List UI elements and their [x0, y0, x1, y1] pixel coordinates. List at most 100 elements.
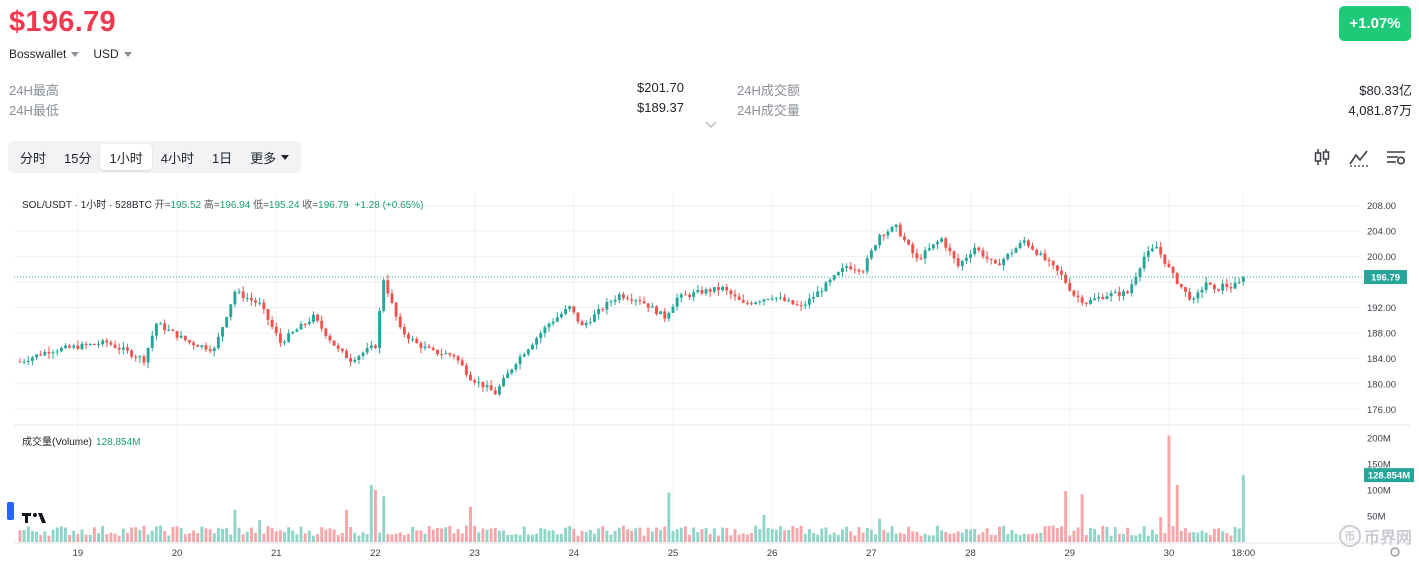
candlestick-icon[interactable]	[1311, 146, 1333, 168]
candle-body	[1084, 302, 1088, 304]
volume-bar	[853, 535, 857, 542]
volume-bar	[216, 527, 220, 542]
candle-body	[469, 374, 472, 381]
candle-body	[993, 259, 997, 264]
volume-bar	[1002, 525, 1006, 542]
candle-body	[262, 302, 266, 310]
candle-body	[973, 247, 977, 255]
candle-body	[1014, 248, 1018, 253]
volume-bar	[956, 531, 960, 542]
volume-bar	[845, 526, 849, 542]
candle-body	[931, 244, 935, 249]
volume-bar	[791, 526, 795, 542]
kline-chart[interactable]: 176.00 180.00 184.00 188.00 192.00 200.00 204.…	[0, 185, 1419, 567]
volume-bar	[365, 534, 369, 542]
tab-1day[interactable]: 1日	[203, 144, 241, 170]
candle-body	[857, 269, 861, 272]
volume-bar	[1068, 535, 1072, 542]
panel-toggle-handle[interactable]	[7, 502, 14, 520]
volume-bar	[675, 529, 679, 542]
candle-body	[402, 327, 406, 335]
candle-body	[733, 294, 737, 297]
kline-chart-svg[interactable]: 176.00 180.00 184.00 188.00 192.00 200.00 204.…	[0, 185, 1419, 567]
candle-body	[59, 347, 63, 352]
volume-bar	[555, 534, 559, 542]
candle-body	[489, 385, 493, 391]
candle-body	[497, 386, 501, 395]
candle-body	[547, 323, 551, 328]
volume-bar	[1109, 535, 1113, 542]
volume-bar	[154, 526, 158, 542]
volume-bar	[634, 528, 638, 542]
volume-bar	[402, 535, 406, 542]
volume-bar	[30, 530, 34, 542]
volume-bar	[526, 534, 530, 542]
volume-bar	[737, 534, 741, 542]
candle-body	[394, 302, 398, 317]
chevron-down-icon[interactable]	[704, 118, 718, 132]
tab-1min-label: 分时	[20, 150, 47, 166]
volume-bar	[138, 529, 142, 542]
volume-bar	[874, 534, 877, 542]
candle-body	[134, 356, 138, 358]
candle-body	[18, 361, 22, 363]
volume-bar	[324, 529, 328, 542]
candle-body	[940, 238, 944, 242]
candle-body	[241, 291, 245, 299]
tab-1hour[interactable]: 1小时	[100, 144, 152, 170]
candle-body	[340, 348, 344, 352]
volume-bar	[72, 530, 76, 542]
candle-body	[254, 300, 258, 303]
volume-bar	[473, 525, 477, 542]
currency-select[interactable]: USD	[93, 47, 132, 61]
candle-body	[464, 365, 468, 375]
candle-body	[1076, 295, 1080, 298]
volume-bar	[1229, 535, 1233, 542]
volume-bar	[1208, 535, 1212, 542]
legend-open: 195.52	[170, 200, 202, 211]
candle-body	[382, 280, 386, 311]
tab-15min[interactable]: 15分	[55, 144, 100, 170]
volume-bar	[650, 531, 654, 542]
tab-1min[interactable]: 分时	[11, 144, 55, 170]
volume-bar	[398, 532, 402, 542]
candle-body	[944, 238, 948, 248]
candle-body	[398, 316, 402, 328]
volume-bar	[448, 525, 452, 542]
volume-bar	[464, 525, 468, 542]
volume-bar	[547, 530, 551, 542]
candle-body	[270, 319, 274, 327]
candle-body	[696, 289, 700, 293]
indicator-icon[interactable]	[1348, 146, 1370, 168]
wallet-select[interactable]: Bosswallet	[9, 47, 80, 61]
volume-bar	[717, 535, 720, 542]
candle-body	[787, 300, 791, 302]
candle-body	[192, 342, 196, 346]
tab-4hour[interactable]: 4小时	[152, 144, 203, 170]
candle-body	[1138, 268, 1142, 277]
volume-bar	[1010, 529, 1014, 542]
volume-bar	[233, 509, 237, 542]
caret-down-icon	[71, 51, 80, 57]
volume-bar	[283, 531, 286, 542]
volume-bar	[225, 528, 229, 542]
volume-bar	[22, 530, 26, 542]
current-price-tag	[1364, 270, 1407, 285]
candle-body	[911, 244, 915, 254]
volume-bar	[43, 531, 47, 542]
volume-bar	[101, 526, 105, 542]
axis-settings-icon	[1390, 547, 1400, 557]
volume-bar	[733, 529, 737, 542]
tab-more[interactable]: 更多	[241, 144, 298, 170]
settings-sliders-icon[interactable]	[1385, 146, 1407, 168]
volume-bar	[1130, 535, 1134, 542]
candle-body	[179, 335, 183, 338]
interval-tabs: 分时 15分 1小时 4小时 1日 更多	[8, 141, 302, 173]
candle-body	[448, 353, 452, 355]
volume-bar	[299, 526, 303, 542]
volume-bar	[712, 528, 716, 542]
volume-bar	[105, 534, 109, 542]
volume-bar	[26, 526, 30, 542]
x-tick-label: 30	[1164, 548, 1175, 559]
volume-bar	[960, 532, 964, 542]
